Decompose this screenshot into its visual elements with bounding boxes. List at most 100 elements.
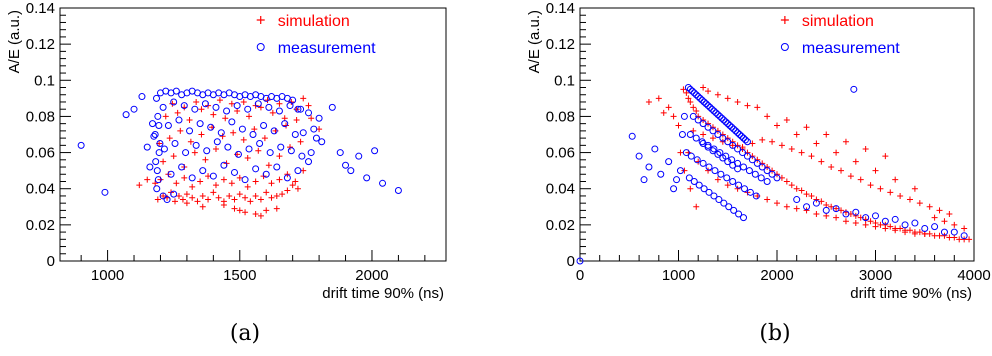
panel-b-simulation-point: [867, 218, 874, 225]
panel-a-simulation-point: [172, 198, 179, 205]
panel-a-measurement-point: [244, 105, 252, 113]
panel-a-measurement-point: [130, 105, 138, 113]
panel-b-simulation-point: [882, 153, 889, 160]
panel-a-simulation-point: [288, 98, 295, 105]
panel-a-measurement-point: [188, 174, 196, 182]
panel-b-measurement-point: [690, 177, 698, 185]
panel-b-simulation-point: [714, 176, 721, 183]
panel-b-simulation-point: [951, 221, 958, 228]
panel-b-measurement-point: [716, 149, 724, 157]
panel-b-simulation-point: [892, 176, 899, 183]
panel-a-simulation-point: [276, 153, 283, 160]
panel-b-simulation-point: [941, 232, 948, 239]
panel-a-simulation-point: [173, 180, 180, 187]
panel-a-measurement-point: [170, 98, 178, 106]
panel-a-measurement-point: [209, 172, 217, 180]
panel-a-simulation-point: [189, 194, 196, 201]
panel-a-measurement-point: [299, 129, 307, 137]
panel-a-simulation-point: [251, 126, 258, 133]
panel-b-simulation-point: [906, 227, 913, 234]
panel-b-measurement-point: [717, 170, 725, 178]
panel-a-simulation-point: [187, 138, 194, 145]
panel-a-x-axis-title: drift time 90% (ns): [322, 285, 444, 302]
panel-a-simulation-point: [276, 176, 283, 183]
panel-a-simulation-point: [183, 200, 190, 207]
panel-b-simulation-point: [764, 196, 771, 203]
panel-a-measurement-point: [153, 167, 161, 175]
panel-a-measurement-point: [153, 94, 160, 102]
panel-a-measurement-point: [175, 116, 183, 124]
panel-a-simulation-point: [240, 98, 247, 105]
panel-b-chart: 0 0.02 0.04 0.06 0.08 0.1 0.12 0.14 0 1000 2000 300…: [526, 0, 991, 302]
panel-a-simulation-point: [144, 176, 151, 183]
panel-b-measurement-point: [757, 174, 765, 182]
panel-b-measurement-point: [732, 127, 740, 135]
panel-b-simulation-point: [687, 98, 694, 105]
panel-a-measurement-point: [294, 105, 302, 113]
panel-b-simulation-point: [897, 192, 904, 199]
panel-b-legend-simulation-marker: [780, 16, 789, 24]
panel-a-measurement-point: [238, 125, 246, 133]
panel-a-y-tick-label: 0: [47, 253, 55, 270]
panel-b-measurement-point: [710, 107, 718, 115]
panel-b-measurement-point: [710, 192, 718, 200]
panel-a-chart: 0 0.02 0.04 0.06 0.08 0.1 0.12 0.14 1000 1500 2000…: [6, 0, 447, 302]
panel-b-simulation-point: [700, 131, 707, 138]
panel-a-simulation-point: [231, 196, 238, 203]
panel-b-measurement-point: [700, 98, 708, 106]
panel-a-measurement-point: [270, 127, 278, 135]
panel-a-measurement-point: [212, 103, 220, 111]
panel-b-measurement-point: [576, 257, 584, 265]
panel-b-measurement-point: [665, 158, 673, 166]
panel-b-simulation-point: [842, 138, 849, 145]
panel-a-measurement-point: [159, 192, 167, 200]
panel-b-measurement-point: [735, 210, 743, 218]
panel-a-simulation-point: [228, 180, 235, 187]
panel-a-measurement-point: [328, 103, 336, 111]
panel-b-y-tick-label: 0.1: [554, 72, 575, 89]
panel-b-simulation-point: [734, 98, 741, 105]
panel-a-measurement-point: [192, 141, 200, 149]
panel-a-measurement-point: [178, 163, 186, 171]
panel-b-measurement-point: [752, 192, 760, 200]
panel-b-simulation-point: [818, 158, 825, 165]
panel-b-simulation-point: [683, 89, 690, 96]
panel-a-measurement-point: [363, 174, 371, 182]
panel-a-simulation-point: [160, 158, 167, 165]
panel-a-simulation-point: [199, 203, 206, 210]
panel-b-measurement-point: [694, 93, 702, 101]
panel-a-simulation-point: [257, 212, 264, 219]
panel-b-measurement-point: [740, 163, 748, 171]
panel-b-measurement-point: [708, 105, 716, 113]
panel-a-simulation-point: [297, 138, 304, 145]
panel-b-simulation-point: [793, 185, 800, 192]
panel-a-measurement-point: [265, 103, 273, 111]
panel-b-simulation-point: [724, 182, 731, 189]
panel-b-simulation-point: [852, 212, 859, 219]
panel-b-simulation-point: [902, 229, 909, 236]
panel-b-measurement-point: [852, 208, 860, 216]
panel-a-simulation-point: [216, 97, 223, 104]
panel-b-simulation-point: [803, 124, 810, 131]
panel-a-y-axis-title: A/E (a.u.): [6, 10, 23, 73]
panel-b-measurement-point: [657, 170, 665, 178]
panel-a-simulation-point: [242, 194, 249, 201]
panel-b-measurement-point: [803, 203, 811, 211]
panel-b-measurement-point: [716, 112, 724, 120]
panel-b-simulation-point: [892, 227, 899, 234]
panel-a-simulation-point: [236, 191, 243, 198]
panel-b-simulation-point: [877, 185, 884, 192]
panel-b-simulation-point: [872, 167, 879, 174]
panel-b-measurement-point: [705, 163, 713, 171]
panel-b-measurement-point: [911, 219, 919, 227]
panel-b-simulation-point: [705, 167, 712, 174]
panel-b-simulation-point: [916, 200, 923, 207]
panel-a-measurement-point: [252, 165, 260, 173]
panel-b-simulation-point: [660, 109, 667, 116]
panel-a-measurement-point: [283, 174, 291, 182]
panel-b-x-tick-label: 0: [576, 267, 584, 284]
panel-b-measurement-point: [745, 167, 753, 175]
panel-b-simulation-point: [936, 207, 943, 214]
panel-a-measurement-point: [234, 150, 242, 158]
